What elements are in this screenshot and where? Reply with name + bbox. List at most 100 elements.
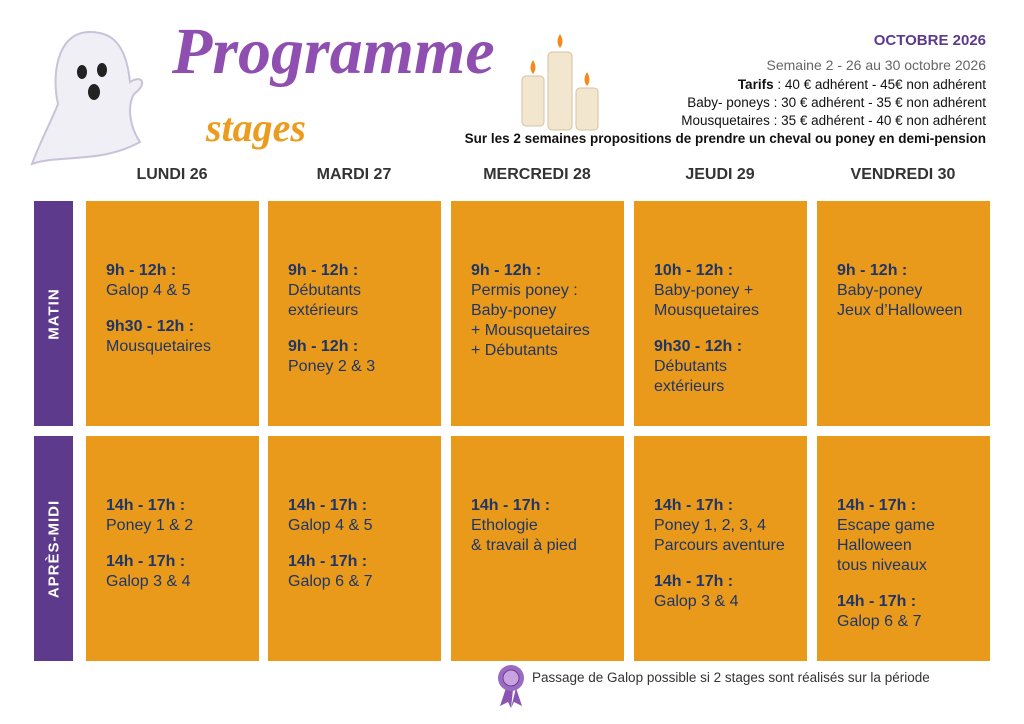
entry: 9h - 12h : Galop 4 & 5 [106,261,241,301]
time: 9h - 12h : [288,262,359,279]
tarif-row: Baby- poneys : 30 € adhérent - 35 € non … [465,94,986,112]
activity: Galop 3 & 4 [654,593,739,610]
activity: Parcours aventure [654,537,785,554]
activity: Halloween [837,537,912,554]
time: 14h - 17h : [471,497,551,514]
schedule-cell: 14h - 17h : Ethologie & travail à pied [451,436,624,661]
activity: tous niveaux [837,557,927,574]
entry: 14h - 17h : Galop 3 & 4 [106,552,241,592]
entry: 14h - 17h : Galop 3 & 4 [654,572,789,612]
entry: 14h - 17h : Galop 6 & 7 [288,552,423,592]
activity: Poney 1 & 2 [106,517,194,534]
month: OCTOBRE 2026 [873,32,986,49]
time: 14h - 17h : [106,497,186,514]
schedule-cell: 14h - 17h : Poney 1, 2, 3, 4 Parcours aven… [634,436,807,661]
time: 9h - 12h : [837,262,908,279]
tarif-label: Tarifs [737,77,774,92]
schedule-cell: 9h - 12h : Galop 4 & 5 9h30 - 12h : Mousque… [86,201,259,426]
schedule-cell: 9h - 12h : Débutants extérieurs 9h - 12h : P… [268,201,441,426]
activity: Galop 4 & 5 [106,282,191,299]
time: 9h - 12h : [106,262,177,279]
rosette-icon [498,665,524,708]
schedule-cell: 14h - 17h : Galop 4 & 5 14h - 17h : Galop 6… [268,436,441,661]
entry: 9h30 - 12h : Débutants extérieurs [654,337,789,397]
activity: Escape game [837,517,935,534]
activity: Mousquetaires [106,338,211,355]
time: 14h - 17h : [288,497,368,514]
entry: 9h - 12h : Permis poney : Baby-poney + Mous… [471,261,606,361]
activity: Débutants [654,358,727,375]
period-text: APRÈS-MIDI [45,499,62,598]
tarif-text: : 35 € adhérent - 40 € non adhérent [769,113,986,128]
schedule-cell: 9h - 12h : Permis poney : Baby-poney + Mous… [451,201,624,426]
day-header: MARDI 27 [316,166,392,183]
activity: Galop 4 & 5 [288,517,373,534]
activity: & travail à pied [471,537,577,554]
entry: 14h - 17h : Poney 1, 2, 3, 4 Parcours aven… [654,496,789,556]
week: Semaine 2 - 26 au 30 octobre 2026 [766,57,987,73]
time: 14h - 17h : [837,497,917,514]
activity: Débutants [288,282,361,299]
day-header: VENDREDI 30 [850,166,956,183]
activity: Mousquetaires [654,302,759,319]
time: 14h - 17h : [837,593,917,610]
entry: 14h - 17h : Escape game Halloween tous nive… [837,496,972,576]
subtitle: stages [206,105,306,150]
time: 9h - 12h : [471,262,542,279]
entry: 9h - 12h : Débutants extérieurs [288,261,423,321]
candles-illustration [521,34,599,131]
activity: Poney 1, 2, 3, 4 [654,517,767,534]
activity: extérieurs [654,378,725,395]
time: 10h - 12h : [654,262,734,279]
entry: 10h - 12h : Baby-poney + Mousquetaires [654,261,789,321]
activity: Baby-poney [837,282,923,299]
day-header: LUNDI 26 [136,166,208,183]
tarif-row: Tarifs : 40 € adhérent - 45€ non adhéren… [465,76,986,94]
tarif-text: : 40 € adhérent - 45€ non adhérent [773,77,986,92]
info-block: OCTOBRE 2026 Semaine 2 - 26 au 30 octobr… [465,32,986,148]
activity: Galop 6 & 7 [837,613,922,630]
period-text: MATIN [45,287,62,340]
activity: + Débutants [471,342,558,359]
time: 14h - 17h : [654,497,734,514]
activity: Baby-poney + [654,282,754,299]
footer-note: Passage de Galop possible si 2 stages so… [532,670,930,685]
activity: Jeux d’Halloween [837,302,963,319]
time: 9h30 - 12h : [106,318,195,335]
entry: 9h - 12h : Baby-poney Jeux d’Halloween [837,261,972,321]
schedule-cell: 10h - 12h : Baby-poney + Mousquetaires 9h30… [634,201,807,426]
title: Programme [172,15,495,88]
entry: 14h - 17h : Ethologie & travail à pied [471,496,606,556]
schedule-cell: 14h - 17h : Poney 1 & 2 14h - 17h : Galop 3… [86,436,259,661]
schedule-cell: 9h - 12h : Baby-poney Jeux d’Halloween [817,201,990,426]
day-header: JEUDI 29 [685,166,755,183]
entry: 14h - 17h : Galop 4 & 5 [288,496,423,536]
time: 9h - 12h : [288,338,359,355]
ghost-illustration [30,30,144,166]
entry: 14h - 17h : Galop 6 & 7 [837,592,972,632]
activity: Baby-poney [471,302,557,319]
day-header: MERCREDI 28 [483,166,591,183]
activity: Galop 6 & 7 [288,573,373,590]
activity: extérieurs [288,302,359,319]
time: 14h - 17h : [106,553,186,570]
entry: 9h30 - 12h : Mousquetaires [106,317,241,357]
schedule-cell: 14h - 17h : Escape game Halloween tous nive… [817,436,990,661]
period-label: APRÈS-MIDI [34,436,73,661]
tarif-text: : 30 € adhérent - 35 € non adhérent [769,95,986,110]
note: Sur les 2 semaines propositions de prend… [464,131,986,146]
tarif-label: Mousquetaires [681,113,770,128]
activity: Ethologie [471,517,538,534]
activity: Permis poney : [471,282,578,299]
period-label: MATIN [34,201,73,426]
activity: Poney 2 & 3 [288,358,376,375]
tarif-label: Baby- poneys [687,95,770,110]
tarifs: Tarifs : 40 € adhérent - 45€ non adhéren… [465,76,986,130]
activity: + Mousquetaires [471,322,590,339]
tarif-row: Mousquetaires : 35 € adhérent - 40 € non… [465,112,986,130]
time: 9h30 - 12h : [654,338,743,355]
time: 14h - 17h : [654,573,734,590]
activity: Galop 3 & 4 [106,573,191,590]
